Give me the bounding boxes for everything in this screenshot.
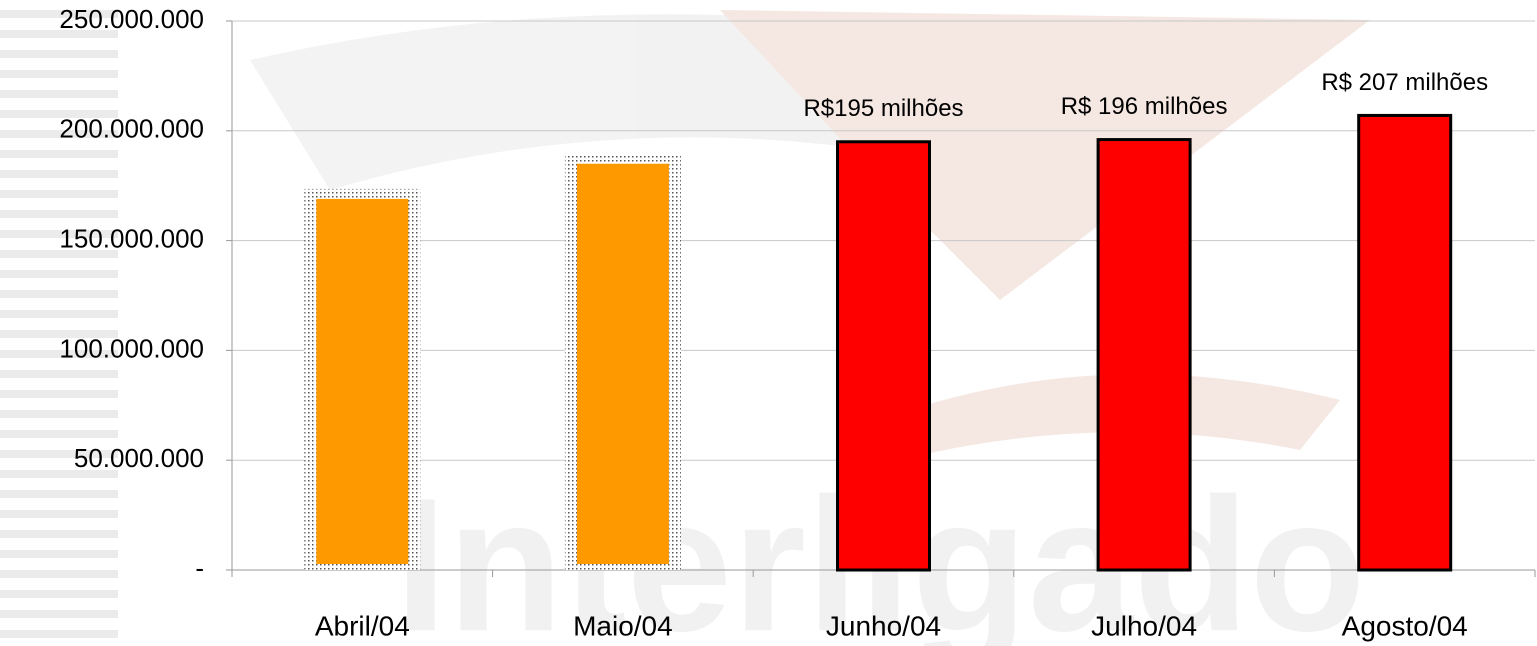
x-tick-label: Agosto/04 — [1342, 610, 1468, 641]
bar — [316, 198, 409, 564]
bar — [576, 163, 669, 565]
y-tick-label: 150.000.000 — [59, 223, 204, 253]
bar — [836, 140, 931, 572]
x-tick-label: Julho/04 — [1091, 610, 1197, 641]
x-tick-label: Abril/04 — [315, 610, 410, 641]
x-tick-label: Junho/04 — [826, 610, 941, 641]
value-label: R$ 196 milhões — [1061, 93, 1228, 120]
value-label: R$ 207 milhões — [1321, 69, 1488, 96]
bar — [1096, 138, 1192, 572]
y-tick-label: 250.000.000 — [59, 4, 204, 34]
y-tick-label: 200.000.000 — [59, 114, 204, 144]
bar — [1357, 113, 1453, 572]
background — [0, 10, 1370, 638]
y-tick-label: 100.000.000 — [59, 333, 204, 363]
value-label: R$195 milhões — [803, 95, 963, 122]
x-tick-label: Maio/04 — [573, 610, 673, 641]
y-tick-label: 50.000.000 — [74, 443, 204, 473]
y-tick-label: - — [195, 553, 204, 583]
